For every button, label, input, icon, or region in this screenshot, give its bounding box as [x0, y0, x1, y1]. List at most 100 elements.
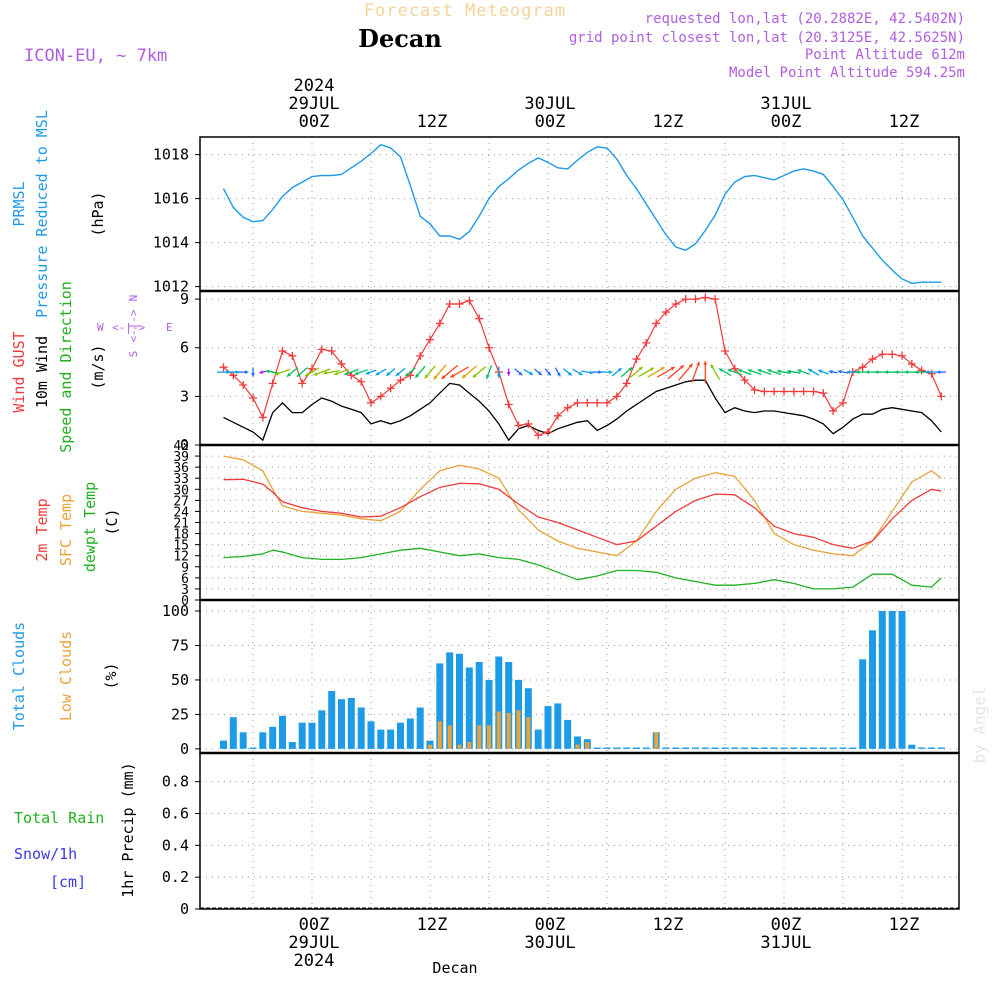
y-tick-label: 0.8 — [162, 773, 189, 791]
wind-arrow-head — [679, 365, 684, 370]
top-time-tick-label: 00Z — [299, 112, 330, 132]
total-cloud-bar — [446, 652, 454, 749]
wind-arrow-head — [884, 370, 889, 374]
wind-arrow-head — [727, 368, 732, 373]
wind-arrow-head — [894, 370, 899, 374]
wind-arrow — [534, 368, 543, 376]
temp-2m-label: 2m Temp — [33, 498, 51, 561]
total-cloud-bar — [721, 747, 729, 749]
bottom-time-tick-label: 00Z — [771, 915, 802, 935]
y-tick-label: 9 — [180, 290, 189, 308]
wind-arrow-head — [650, 367, 654, 372]
wind-gust-marker — [583, 398, 592, 407]
low-cloud-bar — [428, 744, 432, 749]
y-tick-label: 100 — [162, 602, 189, 620]
meteogram-subtitle: Forecast Meteogram — [364, 1, 566, 21]
wind-gust-marker — [416, 351, 425, 360]
wind-arrow-head — [865, 370, 870, 374]
wind-arrow — [786, 369, 801, 374]
wind-arrow-shaft — [691, 361, 700, 383]
wind-arrow — [757, 368, 772, 376]
wind-gust-marker — [376, 392, 385, 401]
top-time-tick-label: 30JUL — [524, 94, 575, 114]
wind-arrow — [718, 368, 732, 377]
total-cloud-bar — [623, 747, 631, 749]
total-cloud-bar — [672, 747, 680, 749]
wind-arrow-head — [904, 370, 909, 374]
total-cloud-bar — [937, 747, 945, 749]
y-tick-label: 33 — [173, 472, 189, 487]
total-cloud-bar — [682, 747, 690, 749]
y-tick-label: 0.6 — [162, 804, 189, 822]
wind-gust-marker — [563, 403, 572, 412]
wind-arrow-head — [259, 370, 264, 374]
wind-arrow-head — [747, 369, 752, 373]
wind-gust-marker — [602, 398, 611, 407]
compass-horizontal: <-|-> — [112, 321, 145, 334]
wind-arrow-head — [462, 374, 467, 379]
total-cloud-bar — [318, 710, 326, 749]
wind-gust-marker — [799, 387, 808, 396]
y-tick-label: 1014 — [153, 234, 189, 252]
wind-arrow — [313, 368, 331, 376]
wind-arrow — [656, 366, 676, 378]
bottom-time-tick-label: 00Z — [535, 915, 566, 935]
wind-arrow-head — [797, 369, 802, 373]
wind-gust-marker — [720, 346, 729, 355]
y-tick-label: 18 — [173, 528, 189, 543]
low-cloud-bar — [516, 710, 521, 749]
total-cloud-bar — [839, 747, 847, 749]
wind-arrow-head — [837, 369, 842, 374]
requested-lonlat: requested lon,lat (20.2882E, 42.5402N) — [645, 11, 965, 27]
total-cloud-bar — [780, 747, 788, 749]
total-cloud-bar — [367, 721, 375, 749]
wind-arrow — [227, 370, 240, 374]
compass-vertical: <-|-> — [127, 309, 140, 342]
y-tick-label: 0 — [180, 900, 189, 918]
wind-arrow-head — [450, 373, 455, 378]
wind-arrow-shaft — [678, 363, 694, 381]
wind-gust-marker — [789, 387, 798, 396]
wind-arrow-head — [703, 361, 708, 365]
wind-arrow — [554, 367, 561, 377]
wind-gust-marker — [455, 299, 464, 308]
bottom-time-tick-label: 29JUL — [288, 933, 339, 953]
wind-gust-marker — [484, 343, 493, 352]
wind-arrow-head — [855, 370, 860, 374]
wind-arrow-head — [737, 369, 742, 373]
bottom-time-tick-label: 12Z — [417, 915, 448, 935]
bottom-time-tick-label: 30JUL — [524, 933, 575, 953]
total-cloud-bar — [819, 747, 827, 749]
y-tick-label: 75 — [171, 636, 189, 654]
total-cloud-bar — [849, 747, 857, 749]
wind-gust-marker — [573, 398, 582, 407]
wind-gust-marker — [868, 355, 877, 364]
model-name: ICON-EU, ~ 7km — [24, 46, 167, 66]
wind-arrow-head — [506, 372, 511, 376]
wind-arrow — [333, 368, 350, 376]
wind-arrow-head — [405, 372, 410, 377]
total-cloud-bar — [888, 611, 896, 749]
wind-arrow-head — [496, 374, 501, 378]
wind-arrow-head — [578, 371, 583, 375]
wind-arrow — [424, 365, 436, 379]
station-title: Decan — [358, 24, 442, 53]
wind-arrow-head — [433, 375, 438, 380]
wind-gust-marker — [288, 351, 297, 360]
total-cloud-bar — [574, 736, 581, 749]
pressure-msl-label: Pressure Reduced to MSL — [33, 110, 51, 318]
dewpoint-line — [223, 547, 942, 590]
wind-arrow — [441, 364, 459, 380]
wind-arrow — [304, 367, 320, 377]
cloud-unit-label: (%) — [102, 662, 120, 689]
wind-arrow — [807, 368, 820, 376]
grid-lines — [200, 137, 959, 909]
wind-gust-marker — [632, 355, 641, 364]
compass-e: E — [166, 321, 173, 334]
wind-gust-marker — [917, 366, 926, 375]
wind-arrow-head — [274, 371, 279, 376]
wind-gust-marker — [681, 295, 690, 304]
total-cloud-bar — [869, 630, 876, 749]
